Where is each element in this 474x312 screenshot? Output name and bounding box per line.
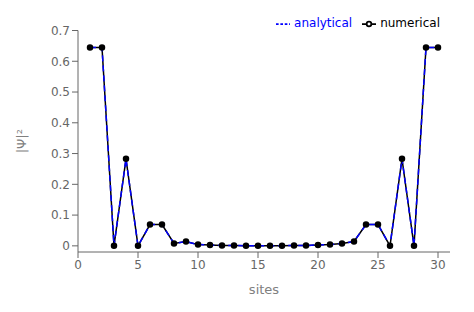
svg-text:30: 30 [430, 258, 445, 272]
svg-text:0.6: 0.6 [51, 55, 70, 69]
svg-text:20: 20 [310, 258, 325, 272]
svg-text:15: 15 [250, 258, 265, 272]
svg-text:0.3: 0.3 [51, 147, 70, 161]
svg-text:0.7: 0.7 [51, 24, 70, 38]
svg-text:0: 0 [62, 239, 70, 253]
svg-text:0: 0 [74, 258, 82, 272]
svg-text:0.5: 0.5 [51, 85, 70, 99]
svg-text:0.2: 0.2 [51, 178, 70, 192]
svg-text:|Ψ|²: |Ψ|² [14, 129, 29, 153]
svg-text:sites: sites [249, 282, 279, 297]
svg-text:10: 10 [190, 258, 205, 272]
html-text:analytical: analytical [294, 16, 353, 30]
svg-text:0.1: 0.1 [51, 208, 70, 222]
html-text:numerical: numerical [380, 16, 440, 30]
svg-text:0.4: 0.4 [51, 116, 70, 130]
svg-text:25: 25 [370, 258, 385, 272]
svg-text:5: 5 [134, 258, 142, 272]
